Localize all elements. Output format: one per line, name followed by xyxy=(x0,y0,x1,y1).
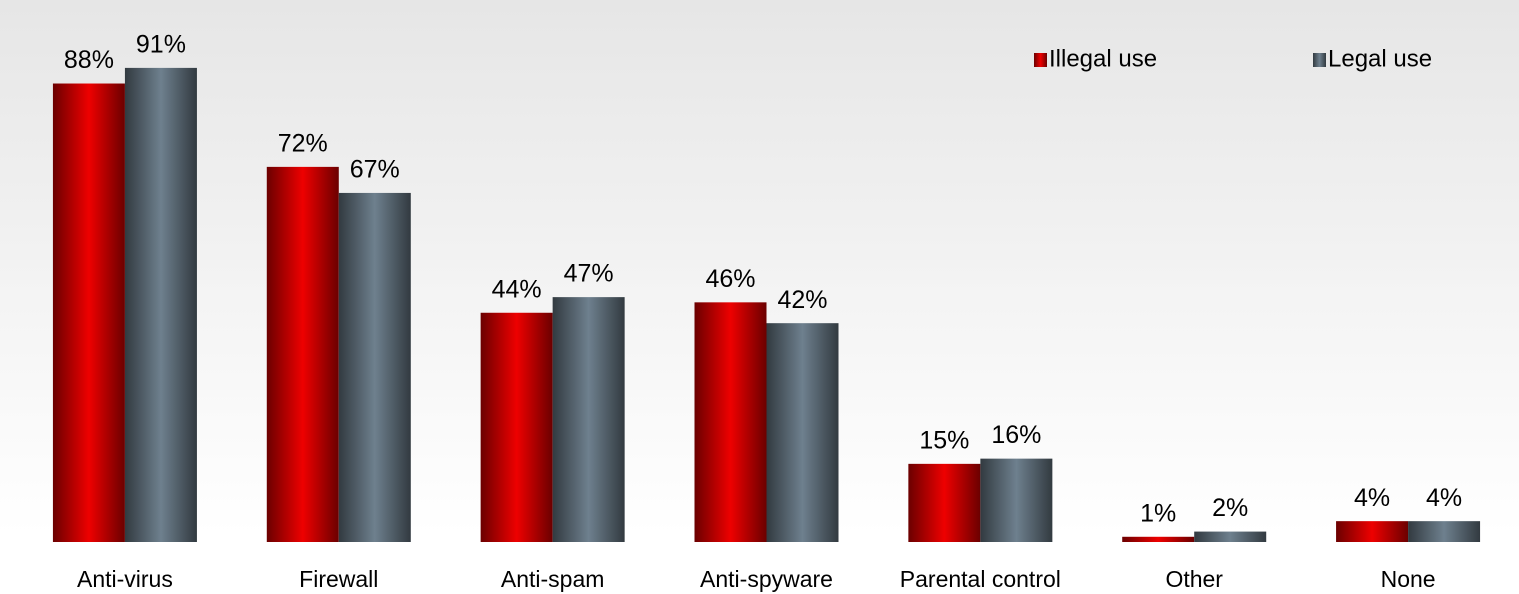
bar xyxy=(266,166,339,542)
data-label: 44% xyxy=(492,275,542,303)
bar xyxy=(1194,531,1267,542)
x-tick-label: Parental control xyxy=(900,566,1061,592)
bar xyxy=(694,302,767,542)
data-label: 1% xyxy=(1140,499,1176,527)
x-tick-label: None xyxy=(1381,566,1436,592)
x-tick-label: Anti-spyware xyxy=(700,566,833,592)
data-label: 2% xyxy=(1212,494,1248,522)
bar xyxy=(552,297,625,542)
bar xyxy=(1408,521,1481,542)
legend-swatch xyxy=(1313,53,1326,67)
data-label: 46% xyxy=(705,265,755,293)
data-label: 4% xyxy=(1354,484,1390,512)
bar xyxy=(766,323,839,542)
bar xyxy=(480,312,553,542)
bar xyxy=(1122,536,1195,542)
data-label: 88% xyxy=(64,46,114,74)
legend-swatch xyxy=(1034,53,1047,67)
data-label: 16% xyxy=(991,421,1041,449)
bar xyxy=(1336,521,1409,542)
data-label: 47% xyxy=(564,260,614,288)
data-label: 15% xyxy=(919,426,969,454)
data-label: 91% xyxy=(136,30,186,58)
data-label: 72% xyxy=(278,129,328,157)
bar xyxy=(908,463,981,542)
x-tick-label: Other xyxy=(1165,566,1223,592)
legend-label: Illegal use xyxy=(1049,45,1157,72)
bar xyxy=(980,458,1053,542)
x-tick-label: Firewall xyxy=(299,566,378,592)
bar xyxy=(52,83,125,543)
bar xyxy=(338,192,411,542)
data-label: 4% xyxy=(1426,484,1462,512)
bar xyxy=(124,67,197,542)
x-tick-label: Anti-virus xyxy=(77,566,173,592)
data-label: 42% xyxy=(777,286,827,314)
data-label: 67% xyxy=(350,156,400,184)
x-tick-label: Anti-spam xyxy=(501,566,605,592)
legend-label: Legal use xyxy=(1328,45,1432,72)
